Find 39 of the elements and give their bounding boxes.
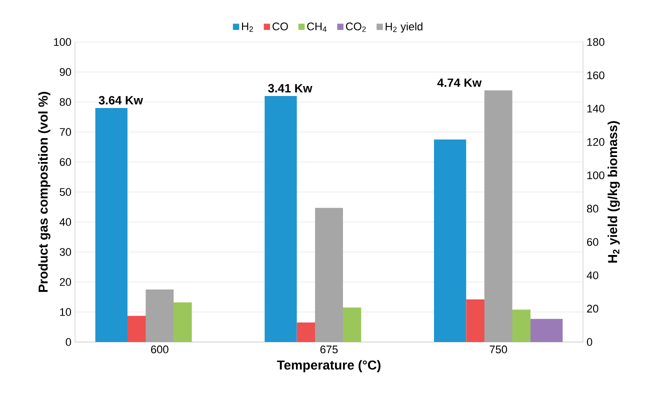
- annotation: 3.41 Kw: [268, 84, 312, 92]
- legend-label: H$_{2}$ yield: [386, 22, 422, 33]
- y2-tick-label: 60: [587, 238, 598, 246]
- y2-tick-label: 120: [587, 138, 604, 146]
- y2-tick-label: 160: [587, 71, 604, 80]
- y2-tick-label: 100: [587, 171, 604, 180]
- y-tick-label: 0: [66, 338, 72, 346]
- y2-tick-label: 140: [587, 104, 604, 113]
- bar: [264, 96, 297, 342]
- bar: [434, 139, 466, 342]
- y2-axis-title: H$_{2}$ yield (g/kg biomass): [608, 121, 620, 263]
- legend-label: CH$_{4}$: [307, 22, 327, 32]
- x-axis-title: Temperature (°C): [277, 360, 380, 372]
- y-tick-label: 60: [60, 158, 72, 166]
- y2-tick-label: 80: [586, 204, 598, 213]
- y2-tick-label: 20: [587, 304, 598, 313]
- y-axis-title: Product gas composition (vol %): [38, 92, 50, 292]
- y2-tick-label: 40: [586, 271, 598, 280]
- y-tick-label: 80: [60, 98, 72, 106]
- legend-label: CO$_{2}$: [346, 22, 366, 32]
- bar: [95, 108, 128, 342]
- annotation: 4.74 Kw: [437, 78, 482, 87]
- x-tick-label: 600: [151, 346, 168, 354]
- y-tick-label: 30: [60, 248, 72, 256]
- y-tick-label: 10: [60, 308, 72, 316]
- legend-label: CO: [272, 22, 288, 30]
- y-tick-label: 40: [60, 218, 72, 226]
- y-tick-label: 100: [54, 38, 72, 46]
- y-tick-label: 20: [60, 278, 72, 286]
- x-tick-label: 675: [320, 346, 338, 354]
- y-tick-label: 90: [60, 68, 72, 76]
- y-tick-label: 50: [60, 188, 72, 196]
- y2-tick-label: 0: [586, 338, 592, 346]
- annotation: 3.64 Kw: [98, 96, 143, 104]
- legend-label: H$_{2}$: [242, 22, 253, 32]
- y2-tick-label: 180: [587, 38, 604, 46]
- bar: [530, 318, 563, 342]
- x-tick-label: 750: [490, 346, 508, 354]
- y-tick-label: 70: [60, 128, 72, 136]
